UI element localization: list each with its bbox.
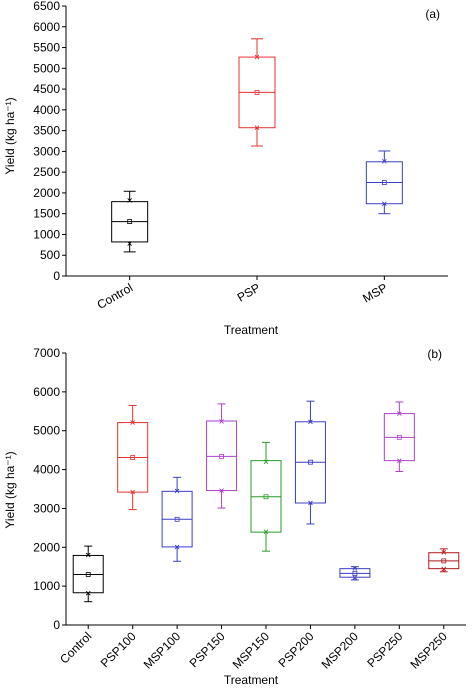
percentile-marker-high xyxy=(174,488,180,494)
a-box-psp xyxy=(238,38,276,147)
percentile-marker-high xyxy=(441,550,447,555)
percentile-marker-low xyxy=(441,566,447,572)
percentile-marker-high xyxy=(219,419,224,424)
mean-marker xyxy=(396,434,402,440)
mean-marker xyxy=(219,453,224,459)
b-x-tick-label: PSP200 xyxy=(276,629,317,670)
percentile-marker-high xyxy=(130,420,135,425)
percentile-marker-low xyxy=(263,529,269,535)
percentile-marker-low xyxy=(308,500,313,506)
mean-marker xyxy=(441,558,447,564)
percentile-marker-high xyxy=(254,54,260,60)
percentile-marker-low xyxy=(397,458,402,463)
mean-marker xyxy=(381,180,387,185)
percentile-marker-high xyxy=(352,565,358,571)
percentile-marker-high xyxy=(127,198,132,203)
b-y-tick-label: 2000 xyxy=(33,540,60,554)
a-y-tick-label: 3000 xyxy=(33,144,60,158)
b-x-tick-label: PSP150 xyxy=(187,629,228,670)
panel-b-chart: (b) Treatment Yield (kg ha⁻¹) 0 1000 2000 3… xyxy=(3,346,466,687)
percentile-marker-low xyxy=(352,575,358,580)
percentile-marker-high xyxy=(308,419,313,425)
b-box-psp100 xyxy=(117,404,149,511)
mean-marker xyxy=(85,572,91,577)
mean-marker xyxy=(174,516,180,522)
percentile-marker-low xyxy=(85,590,91,596)
a-y-tick-label: 500 xyxy=(40,248,60,262)
mean-marker xyxy=(130,455,136,460)
panel-b-y-axis-title: Yield (kg ha⁻¹) xyxy=(3,451,17,528)
a-y-tick-label: 6500 xyxy=(33,0,60,13)
box-iqr xyxy=(206,420,238,492)
mean-marker xyxy=(254,90,260,95)
a-y-tick-label: 0 xyxy=(53,269,60,283)
panel-a-chart: (a) Treatment Yield (kg ha⁻¹) 0 500 1000 15… xyxy=(3,0,448,337)
panel-a-x-axis-title: Treatment xyxy=(224,323,279,337)
b-y-tick-label: 0 xyxy=(53,618,60,632)
percentile-marker-low xyxy=(254,125,260,131)
b-box-psp150 xyxy=(206,403,238,509)
b-y-tick-label: 6000 xyxy=(33,385,60,399)
b-x-tick-label: MSP200 xyxy=(319,629,362,672)
a-y-tick-label: 5000 xyxy=(33,61,60,75)
a-box-control xyxy=(111,190,149,253)
panel-b-x-axis-title: Treatment xyxy=(224,673,279,687)
percentile-marker-low xyxy=(382,201,387,207)
a-x-tick-label: Control xyxy=(95,280,136,311)
b-box-control xyxy=(72,545,104,603)
b-y-tick-label: 4000 xyxy=(33,463,60,477)
a-y-tick-label: 1000 xyxy=(33,227,60,241)
b-x-tick-label: Control xyxy=(57,629,94,666)
percentile-marker-low xyxy=(219,488,224,493)
b-box-msp100 xyxy=(161,476,193,562)
percentile-marker-high xyxy=(397,411,402,416)
a-y-tick-label: 2000 xyxy=(33,186,60,200)
a-x-tick-label: MSP xyxy=(360,280,390,305)
panel-a-label: (a) xyxy=(425,7,440,21)
b-y-tick-label: 7000 xyxy=(33,346,60,360)
b-x-tick-label: PSP250 xyxy=(364,629,405,670)
a-y-tick-label: 2500 xyxy=(33,165,60,179)
b-y-tick-label: 5000 xyxy=(33,424,60,438)
mean-marker xyxy=(308,459,313,465)
panel-a-y-axis-title: Yield (kg ha⁻¹) xyxy=(3,97,17,174)
b-x-tick-label: MSP250 xyxy=(407,629,450,672)
percentile-marker-high xyxy=(382,159,387,164)
b-box-msp150 xyxy=(250,441,282,552)
a-y-tick-label: 1500 xyxy=(33,207,60,221)
b-box-psp200 xyxy=(294,400,326,525)
a-box-msp xyxy=(365,150,403,215)
mean-marker xyxy=(127,219,133,224)
b-x-tick-label: MSP150 xyxy=(230,629,273,672)
a-y-tick-label: 3500 xyxy=(33,124,60,138)
b-box-msp200 xyxy=(339,565,371,581)
percentile-marker-low xyxy=(130,489,135,495)
b-box-msp250 xyxy=(428,548,460,573)
a-y-tick-label: 6000 xyxy=(33,20,60,34)
mean-marker xyxy=(263,494,269,500)
b-x-tick-label: MSP100 xyxy=(141,629,184,672)
b-x-tick-label: PSP100 xyxy=(98,629,139,670)
percentile-marker-low xyxy=(127,241,132,246)
percentile-marker-low xyxy=(174,544,180,550)
a-y-tick-label: 5500 xyxy=(33,41,60,55)
percentile-marker-high xyxy=(263,459,269,465)
a-y-tick-label: 4000 xyxy=(33,103,60,117)
b-y-tick-label: 1000 xyxy=(33,579,60,593)
b-box-psp250 xyxy=(383,401,415,473)
panel-b-label: (b) xyxy=(427,347,442,361)
a-x-tick-label: PSP xyxy=(235,280,263,304)
mean-marker xyxy=(352,570,358,576)
percentile-marker-high xyxy=(85,552,91,558)
b-y-tick-label: 3000 xyxy=(33,501,60,515)
a-y-tick-label: 4500 xyxy=(33,82,60,96)
